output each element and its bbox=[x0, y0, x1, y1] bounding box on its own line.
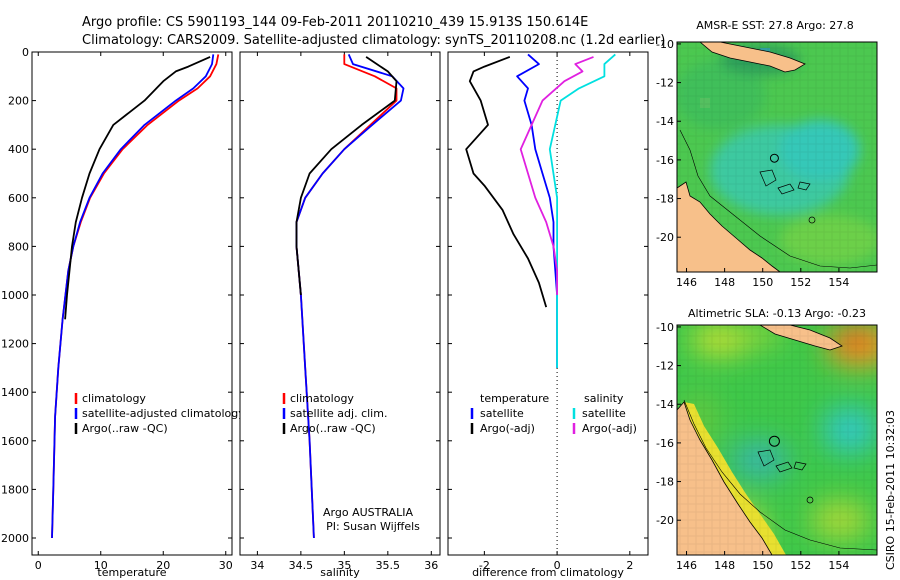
float-owner-label: Argo AUSTRALIA bbox=[323, 506, 413, 519]
temperature-ytick-label: 800 bbox=[8, 240, 29, 253]
salinity-xtick-label: 36 bbox=[424, 559, 438, 572]
sst-ytick-label: -12 bbox=[656, 77, 674, 90]
sst-xtick-label: 148 bbox=[714, 276, 735, 289]
sla-coastline-north bbox=[759, 325, 843, 351]
sst-map-frame bbox=[676, 41, 878, 273]
temperature-ytick-label: 2000 bbox=[1, 532, 29, 545]
difference-plot-frame bbox=[447, 51, 649, 556]
sst-ytick-label: -20 bbox=[656, 231, 674, 244]
temperature-legend-label: climatology bbox=[82, 392, 146, 405]
temperature-xlabel: temperature bbox=[97, 566, 166, 579]
sst-xtick-label: 146 bbox=[676, 276, 697, 289]
temperature-xtick-label: 30 bbox=[219, 559, 233, 572]
salinity-legend-label: climatology bbox=[290, 392, 354, 405]
sst-shelf-contour bbox=[679, 129, 877, 269]
difference-series-salinity-argo-adj bbox=[519, 56, 594, 295]
sst-argo-marker bbox=[769, 153, 779, 163]
temperature-xtick-label: 20 bbox=[156, 559, 170, 572]
credit-label: CSIRO 15-Feb-2011 10:32:03 bbox=[884, 410, 897, 570]
temperature-ytick-label: 1400 bbox=[1, 386, 29, 399]
sst-coastline-north bbox=[699, 42, 806, 73]
sst-land bbox=[677, 182, 780, 272]
pi-label: PI: Susan Wijffels bbox=[326, 520, 420, 533]
sst-ytick-label: -16 bbox=[656, 154, 674, 167]
sla-ytick-label: -10 bbox=[656, 321, 674, 334]
sla-ytick-label: -20 bbox=[656, 514, 674, 527]
sla-map-frame bbox=[676, 324, 878, 556]
sst-ytick-label: -10 bbox=[656, 38, 674, 51]
difference-xtick-label: 0 bbox=[554, 559, 561, 572]
sla-xtick-label: 146 bbox=[676, 559, 697, 572]
difference-xtick-label: 2 bbox=[626, 559, 633, 572]
sst-xtick-label: 152 bbox=[790, 276, 811, 289]
sst-coastline bbox=[677, 181, 781, 272]
temperature-ytick-label: 1200 bbox=[1, 338, 29, 351]
difference-xtick-label: -2 bbox=[479, 559, 490, 572]
salinity-xtick-label: 35 bbox=[337, 559, 351, 572]
sla-ytick-label: -16 bbox=[656, 437, 674, 450]
sla-argo-marker bbox=[768, 435, 780, 447]
sla-ytick-label: -14 bbox=[656, 398, 674, 411]
sst-xtick-label: 150 bbox=[752, 276, 773, 289]
temperature-xtick-label: 10 bbox=[94, 559, 108, 572]
difference-series-temperature-argo-adj bbox=[465, 56, 548, 308]
difference-legend-label: satellite bbox=[480, 407, 524, 420]
temperature-ytick-label: 400 bbox=[8, 143, 29, 156]
sla-xtick-label: 154 bbox=[828, 559, 849, 572]
salinity-legend-label: Argo(..raw -QC) bbox=[290, 422, 376, 435]
temperature-ytick-label: 600 bbox=[8, 192, 29, 205]
temperature-plot-frame bbox=[31, 51, 233, 556]
sst-map-title: AMSR-E SST: 27.8 Argo: 27.8 bbox=[696, 19, 854, 32]
sla-xtick-label: 148 bbox=[714, 559, 735, 572]
difference-legend-label: Argo(-adj) bbox=[480, 422, 535, 435]
sst-reef bbox=[759, 169, 811, 195]
difference-legend-group-label: salinity bbox=[584, 392, 624, 405]
salinity-xtick-label: 34.5 bbox=[289, 559, 314, 572]
sla-xtick-label: 152 bbox=[790, 559, 811, 572]
sla-coastline bbox=[677, 401, 773, 555]
header-line1: Argo profile: CS 5901193_144 09-Feb-2011… bbox=[82, 15, 588, 30]
temperature-panel: 0 10 20 30 0 200 400 600 800 1000 1200 1400 1600 1800… bbox=[1, 46, 245, 579]
temperature-xtick-label: 0 bbox=[35, 559, 42, 572]
sst-land-north bbox=[700, 42, 805, 72]
sst-ytick-label: -14 bbox=[656, 115, 674, 128]
temperature-series-argo-raw-qc bbox=[64, 56, 211, 320]
difference-xlabel: difference from climatology bbox=[472, 566, 624, 579]
salinity-plot-frame bbox=[239, 51, 441, 556]
salinity-series-argo-raw-qc bbox=[295, 56, 398, 296]
sst-ytick-label: -18 bbox=[656, 193, 674, 206]
sla-ytick-label: -12 bbox=[656, 360, 674, 373]
salinity-xtick-label: 35.5 bbox=[376, 559, 401, 572]
difference-series-salinity-satellite bbox=[548, 53, 616, 368]
sla-map-title: Altimetric SLA: -0.13 Argo: -0.23 bbox=[688, 307, 866, 320]
sst-island bbox=[808, 216, 816, 224]
difference-legend-group-label: temperature bbox=[480, 392, 549, 405]
temperature-legend-label: Argo(..raw -QC) bbox=[82, 422, 168, 435]
difference-legend-label: Argo(-adj) bbox=[582, 422, 637, 435]
salinity-panel: 34 34.5 35 35.5 36 salinity climatology satelli… bbox=[239, 51, 441, 579]
header-line2: Climatology: CARS2009. Satellite-adjuste… bbox=[82, 33, 665, 48]
temperature-ytick-label: 1800 bbox=[1, 483, 29, 496]
temperature-legend-label: satellite-adjusted climatology bbox=[82, 407, 245, 420]
sla-map: Altimetric SLA: -0.13 Argo: -0.23 bbox=[656, 307, 878, 572]
temperature-ytick-label: 1000 bbox=[1, 289, 29, 302]
sst-xtick-label: 154 bbox=[828, 276, 849, 289]
temperature-ytick-label: 200 bbox=[8, 95, 29, 108]
sst-map: AMSR-E SST: 27.8 Argo: 27.8 146 148 150 1 bbox=[656, 19, 878, 289]
temperature-series-satellite-adjusted-climatology bbox=[51, 54, 215, 539]
difference-legend-label: satellite bbox=[582, 407, 626, 420]
temperature-ytick-label: 1600 bbox=[1, 435, 29, 448]
salinity-xlabel: salinity bbox=[320, 566, 360, 579]
sla-shelf-contour bbox=[683, 399, 877, 551]
sla-xtick-label: 150 bbox=[752, 559, 773, 572]
salinity-legend-label: satellite adj. clim. bbox=[290, 407, 387, 420]
sla-island bbox=[806, 496, 814, 504]
temperature-ytick-label: 0 bbox=[22, 46, 29, 59]
sla-ytick-label: -18 bbox=[656, 476, 674, 489]
sla-reef bbox=[757, 449, 807, 473]
salinity-xtick-label: 34 bbox=[250, 559, 264, 572]
